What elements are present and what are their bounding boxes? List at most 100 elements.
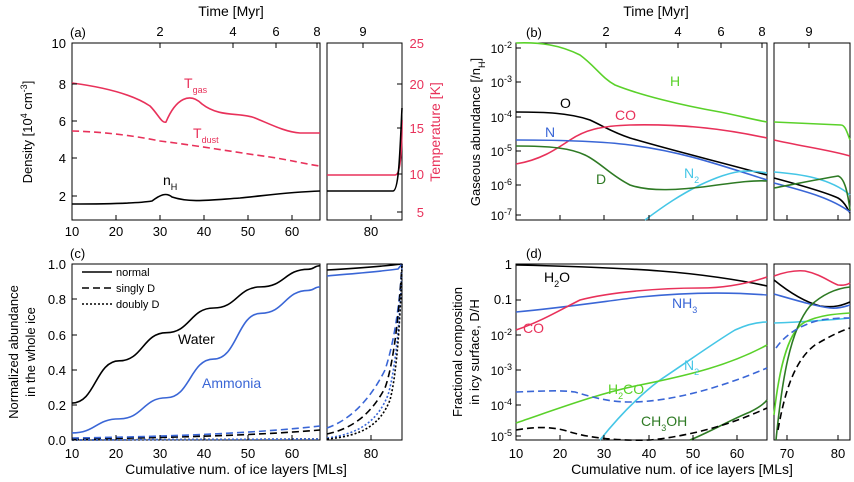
label-part: CH bbox=[641, 413, 661, 429]
label-part: 2 bbox=[694, 175, 699, 185]
panel-a-top-tick-label: 9 bbox=[359, 24, 366, 39]
water-singly-d-line bbox=[71, 429, 321, 440]
label-part: 10 bbox=[491, 145, 505, 159]
panel-c-y-tick-label: 1.0 bbox=[48, 257, 66, 272]
panel-b-top-title: Time [Myr] bbox=[623, 3, 689, 19]
panel-b-top-tick-label: 2 bbox=[602, 24, 609, 39]
label-part: H bbox=[670, 73, 680, 89]
legend-label-singly: singly D bbox=[116, 283, 155, 295]
panel-d-right-frame bbox=[773, 263, 851, 441]
label-part: ] bbox=[20, 81, 35, 85]
panel-c: normal singly D doubly D Water Ammonia bbox=[71, 263, 403, 441]
panel-c-right-frame bbox=[326, 263, 403, 441]
panel-b-ylabel: Gaseous abundance [/nH] bbox=[468, 58, 487, 206]
panel-d-x-tick-label: 40 bbox=[642, 446, 656, 461]
label-part: 2 bbox=[618, 391, 623, 401]
label-part: H bbox=[171, 182, 178, 192]
panel-d-x-tick-label: 50 bbox=[686, 446, 700, 461]
n2-ice-label: N2 bbox=[684, 357, 699, 377]
panel-a-y2-tick-label: 10 bbox=[410, 167, 424, 182]
panel-d bbox=[515, 264, 851, 441]
axis-ticks bbox=[71, 42, 839, 441]
label-part: NH bbox=[672, 295, 692, 311]
tgas-line-right bbox=[327, 119, 403, 176]
label-part: T bbox=[184, 75, 193, 91]
label-part: -3 bbox=[504, 362, 512, 372]
panel-b bbox=[515, 42, 851, 221]
panel-c-ylabel-line2: in the whole ice bbox=[23, 307, 38, 397]
label-part: -7 bbox=[504, 207, 512, 217]
axis-labels: (a) Time [Myr] 2 4 6 8 9 10 8 6 4 2 25 20 15 10 5 10 20 30 4… bbox=[6, 3, 845, 477]
label-part: Gaseous abundance [/n bbox=[468, 68, 483, 206]
label-part: n bbox=[163, 172, 171, 188]
panel-d-y-tick-label: 1 bbox=[505, 257, 512, 272]
panel-c-x-tick-label: 20 bbox=[109, 446, 123, 461]
panel-c-x-tick-label: 50 bbox=[241, 446, 255, 461]
panel-c-x-tick-label: 40 bbox=[197, 446, 211, 461]
panel-a-y2-tick-label: 5 bbox=[417, 205, 424, 220]
label-part: 10 bbox=[491, 364, 505, 378]
label-part: -2 bbox=[504, 327, 512, 337]
ammonia-singly-d-right bbox=[326, 263, 403, 429]
panel-a-label: (a) bbox=[70, 25, 86, 40]
label-part: N bbox=[684, 165, 694, 181]
label-part: H bbox=[477, 62, 487, 69]
nh3-label: NH3 bbox=[672, 295, 697, 315]
tdust-line bbox=[71, 130, 321, 167]
panel-b-right-frame bbox=[773, 42, 851, 221]
label-part: -3 bbox=[19, 84, 29, 92]
nh-line bbox=[71, 190, 321, 205]
ammonia-doubly-d-right bbox=[326, 263, 403, 439]
panel-c-x-tick-label: 30 bbox=[153, 446, 167, 461]
label-part: N bbox=[684, 357, 694, 373]
panel-d-y-tick-label: 0.1 bbox=[494, 292, 512, 307]
label-part: 3 bbox=[661, 423, 666, 433]
label-part: 10 bbox=[491, 329, 505, 343]
panel-c-label: (c) bbox=[70, 246, 85, 261]
dh-dashed-blue-right bbox=[775, 317, 851, 349]
panel-b-y-tick-label: 10-6 bbox=[491, 177, 512, 193]
ch3oh-line-right bbox=[775, 286, 851, 441]
label-part: gas bbox=[193, 85, 208, 95]
dh-dashed-black bbox=[515, 407, 768, 441]
panel-a-x-tick-label: 40 bbox=[197, 224, 211, 239]
water-annotation: Water bbox=[178, 331, 215, 347]
label-part: cm bbox=[20, 92, 35, 113]
n2-line bbox=[644, 170, 768, 221]
panel-b-y-tick-label: 10-4 bbox=[491, 109, 512, 125]
label-part: -3 bbox=[504, 74, 512, 84]
n-line bbox=[515, 139, 768, 181]
ch3oh-label: CH3OH bbox=[641, 413, 687, 433]
h2o-label: H2O bbox=[544, 269, 570, 289]
panel-a-y-tick-label: 8 bbox=[59, 77, 66, 92]
panel-a-x-tick-label: 80 bbox=[364, 224, 378, 239]
label-part: CO bbox=[615, 107, 636, 123]
label-part: H bbox=[608, 381, 618, 397]
panel-c-y-tick-label: 0.2 bbox=[48, 398, 66, 413]
o-label: O bbox=[560, 95, 571, 111]
panel-b-top-tick-label: 6 bbox=[717, 24, 724, 39]
o-line-right bbox=[773, 177, 851, 214]
panel-a-x-tick-label: 50 bbox=[241, 224, 255, 239]
label-part: 10 bbox=[491, 111, 505, 125]
label-part: 10 bbox=[491, 430, 505, 444]
label-part: H bbox=[544, 269, 554, 285]
ammonia-line bbox=[71, 286, 321, 434]
label-part: O bbox=[559, 269, 570, 285]
ammonia-singly-d-line bbox=[71, 425, 321, 439]
label-part: 4 bbox=[19, 113, 29, 118]
panel-a-y2-tick-label: 20 bbox=[410, 77, 424, 92]
legend-label-normal: normal bbox=[116, 267, 150, 279]
panel-a-right-frame bbox=[326, 42, 403, 221]
panel-a-y2-tick-label: 25 bbox=[410, 36, 424, 51]
label-part: 10 bbox=[491, 76, 505, 90]
label-part: O bbox=[560, 95, 571, 111]
panel-c-y-tick-label: 0.4 bbox=[48, 363, 66, 378]
panel-a-y-tick-label: 10 bbox=[52, 36, 66, 51]
h2co-line-right bbox=[773, 312, 851, 416]
label-part: ] bbox=[468, 58, 483, 62]
panel-b-top-tick-label: 9 bbox=[805, 24, 812, 39]
ammonia-annotation: Ammonia bbox=[202, 375, 261, 391]
panel-c-x-tick-label: 60 bbox=[285, 446, 299, 461]
